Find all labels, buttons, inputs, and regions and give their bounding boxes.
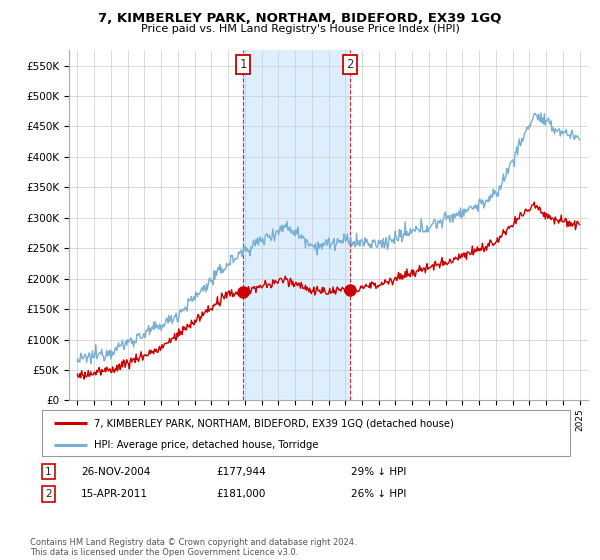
Text: 2: 2: [45, 489, 52, 499]
Text: 1: 1: [239, 58, 247, 71]
Text: £181,000: £181,000: [216, 489, 265, 499]
Text: Contains HM Land Registry data © Crown copyright and database right 2024.
This d: Contains HM Land Registry data © Crown c…: [30, 538, 356, 557]
Text: 7, KIMBERLEY PARK, NORTHAM, BIDEFORD, EX39 1GQ: 7, KIMBERLEY PARK, NORTHAM, BIDEFORD, EX…: [98, 12, 502, 25]
Text: 1: 1: [45, 466, 52, 477]
Text: 7, KIMBERLEY PARK, NORTHAM, BIDEFORD, EX39 1GQ (detached house): 7, KIMBERLEY PARK, NORTHAM, BIDEFORD, EX…: [94, 418, 454, 428]
Text: 15-APR-2011: 15-APR-2011: [81, 489, 148, 499]
Text: 2: 2: [347, 58, 354, 71]
Text: £177,944: £177,944: [216, 466, 266, 477]
Text: 26-NOV-2004: 26-NOV-2004: [81, 466, 151, 477]
FancyBboxPatch shape: [42, 410, 570, 456]
Bar: [243, 50, 350, 400]
Text: Price paid vs. HM Land Registry's House Price Index (HPI): Price paid vs. HM Land Registry's House …: [140, 24, 460, 34]
Text: HPI: Average price, detached house, Torridge: HPI: Average price, detached house, Torr…: [94, 440, 318, 450]
Text: 29% ↓ HPI: 29% ↓ HPI: [351, 466, 406, 477]
Text: 26% ↓ HPI: 26% ↓ HPI: [351, 489, 406, 499]
